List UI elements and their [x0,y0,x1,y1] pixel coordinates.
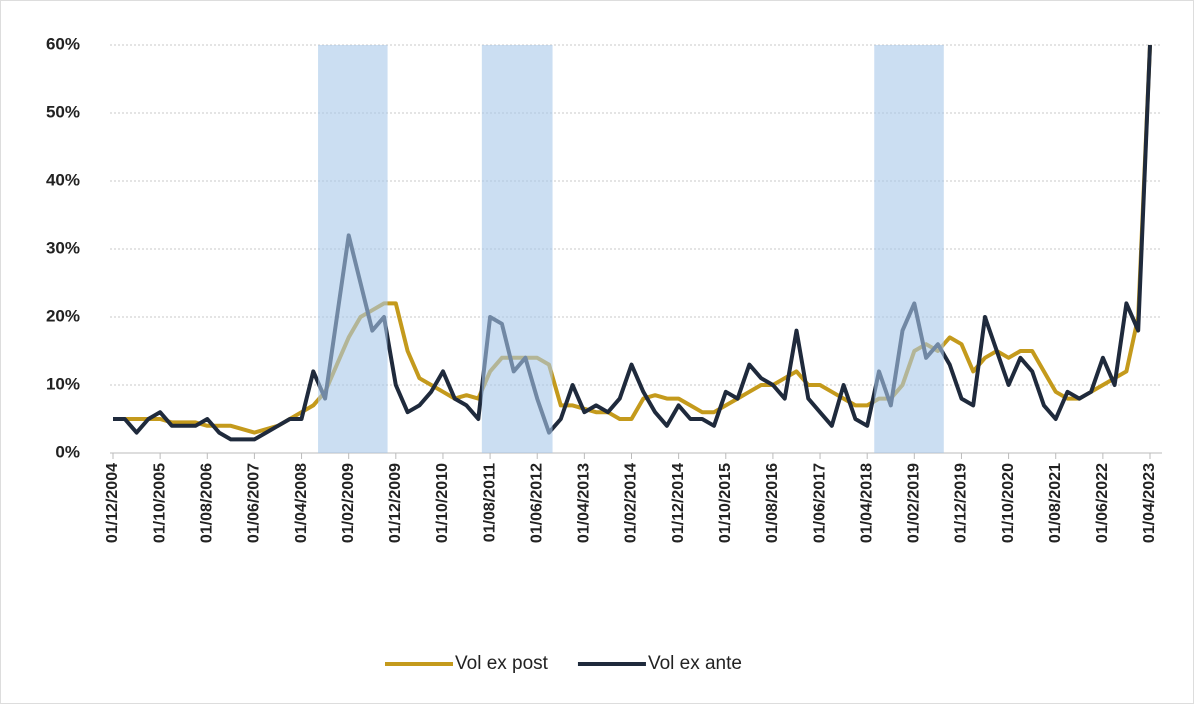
x-tick-label: 01/08/2021 [1047,463,1064,543]
x-tick-label: 01/10/2020 [1000,463,1017,543]
x-tick-label: 01/04/2018 [858,463,875,543]
x-tick-label: 01/06/2017 [811,463,828,543]
y-tick-label: 10% [46,374,80,393]
y-tick-label: 50% [46,102,80,121]
x-tick-label: 01/04/2013 [576,463,593,543]
x-tick-label: 01/10/2005 [151,463,168,543]
y-tick-label: 40% [46,170,80,189]
x-tick-label: 01/06/2022 [1094,463,1111,543]
x-tick-label: 01/02/2009 [340,463,357,543]
x-tick-label: 01/06/2012 [528,463,545,543]
y-tick-label: 0% [55,442,80,461]
x-tick-label: 01/02/2014 [623,463,640,543]
highlight-band [481,45,553,453]
y-tick-label: 60% [46,34,80,53]
x-tick-label: 01/02/2019 [906,463,923,543]
x-tick-label: 01/12/2019 [953,463,970,543]
legend-label: Vol ex ante [648,653,742,674]
highlight-band [874,45,944,453]
highlight-band [318,45,388,453]
legend-label: Vol ex post [455,653,549,674]
x-tick-label: 01/04/2023 [1141,463,1158,543]
y-tick-label: 20% [46,306,80,325]
x-tick-label: 01/10/2015 [717,463,734,543]
x-tick-label: 01/08/2016 [764,463,781,543]
y-tick-label: 30% [46,238,80,257]
x-tick-label: 01/08/2011 [481,463,498,542]
x-tick-label: 01/04/2008 [293,463,310,543]
x-tick-label: 01/06/2007 [246,463,263,543]
x-tick-label: 01/08/2006 [198,463,215,543]
series-line [113,44,1152,442]
x-tick-label: 01/12/2004 [104,463,121,543]
x-tick-label: 01/10/2010 [434,463,451,543]
x-tick-label: 01/12/2014 [670,463,687,543]
x-tick-label: 01/12/2009 [387,463,404,543]
